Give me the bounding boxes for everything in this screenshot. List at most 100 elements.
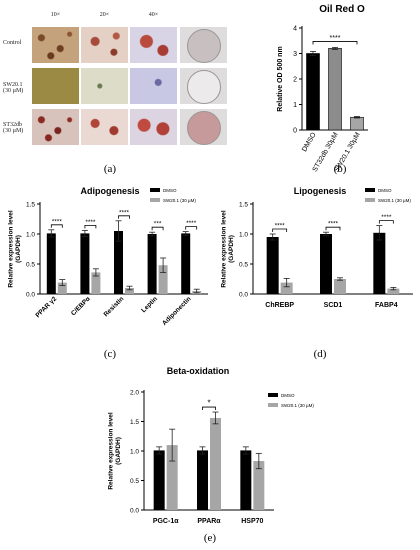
bar-dmso xyxy=(320,234,332,294)
bar-treated xyxy=(280,282,293,294)
legend-label: SW20.1 (30 µM) xyxy=(281,403,314,408)
chart-title: Adipogenesis xyxy=(80,186,139,196)
row-label-sw201: SW20.1 (30 µM) xyxy=(3,82,23,94)
bar-dmso xyxy=(80,233,90,294)
caption-c: (c) xyxy=(103,348,117,360)
significance-bracket xyxy=(325,226,341,231)
legend-label: SW20.1 (30 µM) xyxy=(378,198,411,203)
micrograph-control-40x xyxy=(130,27,177,63)
y-tick-label: 1.0 xyxy=(26,232,35,239)
x-tick-label: PPARα xyxy=(197,518,221,525)
y-tick-label: 2.0 xyxy=(130,390,139,397)
x-tick-label: SCD1 xyxy=(324,302,343,309)
chart-d: Lipogenesis 0.0 0.5 1.0 1.5 Relative expressi… xyxy=(221,186,413,309)
x-tick-label: Adiponectin xyxy=(161,295,193,327)
caption-e: (e) xyxy=(203,532,217,544)
y-axis-label: Relative expression level(GAPDH) xyxy=(8,210,22,288)
legend-label: DMSO xyxy=(163,188,177,193)
legend-swatch xyxy=(365,198,375,202)
significance-label: **** xyxy=(119,209,130,216)
micrograph-st32db-40x xyxy=(130,109,177,145)
y-tick-label: 0.0 xyxy=(26,292,35,299)
y-tick-label: 0.5 xyxy=(26,262,35,269)
row-label-st32db-dose: (30 µM) xyxy=(3,128,24,134)
legend-label: SW20.1 (30 µM) xyxy=(163,198,196,203)
x-tick-label: Resistin xyxy=(103,295,126,318)
chart-c: Adipogenesis 0.0 0.5 1.0 1.5 Relative express… xyxy=(8,186,208,327)
y-tick-label: 1.0 xyxy=(239,232,248,239)
bar-treated xyxy=(57,282,67,294)
bar-treated xyxy=(210,417,221,510)
legend-swatch xyxy=(150,198,160,202)
chart-title: Lipogenesis xyxy=(294,186,347,196)
micrograph-control-10x xyxy=(32,27,79,63)
y-tick-label: 0.5 xyxy=(130,478,139,485)
y-tick-label: 0.0 xyxy=(130,508,139,515)
row-label-st32db: ST32db (30 µM) xyxy=(3,122,23,134)
legend-swatch xyxy=(150,188,160,192)
caption-b: (b) xyxy=(333,163,347,175)
y-tick-label: 1.5 xyxy=(26,202,35,209)
bar xyxy=(306,53,320,131)
bar-dmso xyxy=(266,237,279,294)
y-axis-label: Relative expression level(GAPDH) xyxy=(108,412,122,490)
row-label-control: Control xyxy=(3,40,21,46)
y-tick-label: 4 xyxy=(293,26,297,33)
significance-bracket xyxy=(118,215,130,219)
legend-swatch xyxy=(365,188,375,192)
legend-swatch xyxy=(268,393,278,397)
x-tick-label: ChREBP xyxy=(265,302,294,309)
col-header-40x: 40× xyxy=(148,12,159,18)
y-axis-label: Relative expression level(GAPDH) xyxy=(221,210,235,288)
y-axis-label: Relative OD 500 nm xyxy=(277,46,284,111)
significance-label: **** xyxy=(186,220,197,227)
legend-label: DMSO xyxy=(281,393,295,398)
significance-bracket xyxy=(185,226,198,230)
caption-a: (a) xyxy=(103,163,117,175)
bar xyxy=(328,48,342,131)
row-label-st32db-name: ST32db xyxy=(3,122,23,128)
y-tick-label: 0.5 xyxy=(239,262,248,269)
y-tick-label: 1 xyxy=(293,102,297,109)
bar-treated xyxy=(91,272,101,294)
x-tick-label: FABP4 xyxy=(375,302,398,309)
bar-dmso xyxy=(240,450,252,510)
row-label-sw201-dose: (30 µM) xyxy=(3,88,24,94)
y-tick-label: 2 xyxy=(293,77,297,84)
bar-treated xyxy=(253,461,265,510)
bar-treated xyxy=(387,288,400,294)
y-tick-label: 1.0 xyxy=(130,449,139,456)
bar-treated xyxy=(125,288,134,294)
panel-a: 10× 20× 40× Control SW20.1 (30 µM) ST32d… xyxy=(0,0,240,180)
x-tick-label: PGC-1α xyxy=(153,518,179,525)
significance-bracket xyxy=(50,224,63,228)
chart-e: Beta-oxidation 0.0 0.5 1.0 1.5 2.0 Relative ex… xyxy=(108,366,315,525)
well-sw201 xyxy=(180,68,227,104)
x-tick-label: DMSO xyxy=(301,131,318,153)
legend-label: DMSO xyxy=(378,188,392,193)
significance-bracket xyxy=(202,406,216,411)
significance-bracket xyxy=(151,226,164,231)
bar-dmso xyxy=(181,233,191,294)
bar-treated xyxy=(158,265,168,294)
significance-label: **** xyxy=(52,218,63,225)
significance-label: **** xyxy=(85,219,96,226)
col-header-20x: 20× xyxy=(99,12,110,18)
bar-treated xyxy=(166,445,178,510)
y-tick-label: 3 xyxy=(293,51,297,58)
col-header-10x: 10× xyxy=(50,12,61,18)
x-tick-label: PPAR γ2 xyxy=(34,295,58,319)
bar xyxy=(350,116,364,131)
micrograph-control-20x xyxy=(81,27,128,63)
chart-title: Oil Red O xyxy=(319,4,365,15)
significance-bracket xyxy=(84,225,97,229)
micrograph-sw201-10x xyxy=(32,68,79,104)
significance-label: **** xyxy=(328,221,339,228)
x-tick-label: Leptin xyxy=(140,295,159,314)
significance-label: **** xyxy=(330,35,341,42)
well-st32db xyxy=(180,109,227,145)
bar-dmso xyxy=(147,234,157,294)
x-tick-label: C/EBPα xyxy=(70,295,92,317)
bar-dmso xyxy=(197,450,208,510)
legend-swatch xyxy=(268,403,278,407)
